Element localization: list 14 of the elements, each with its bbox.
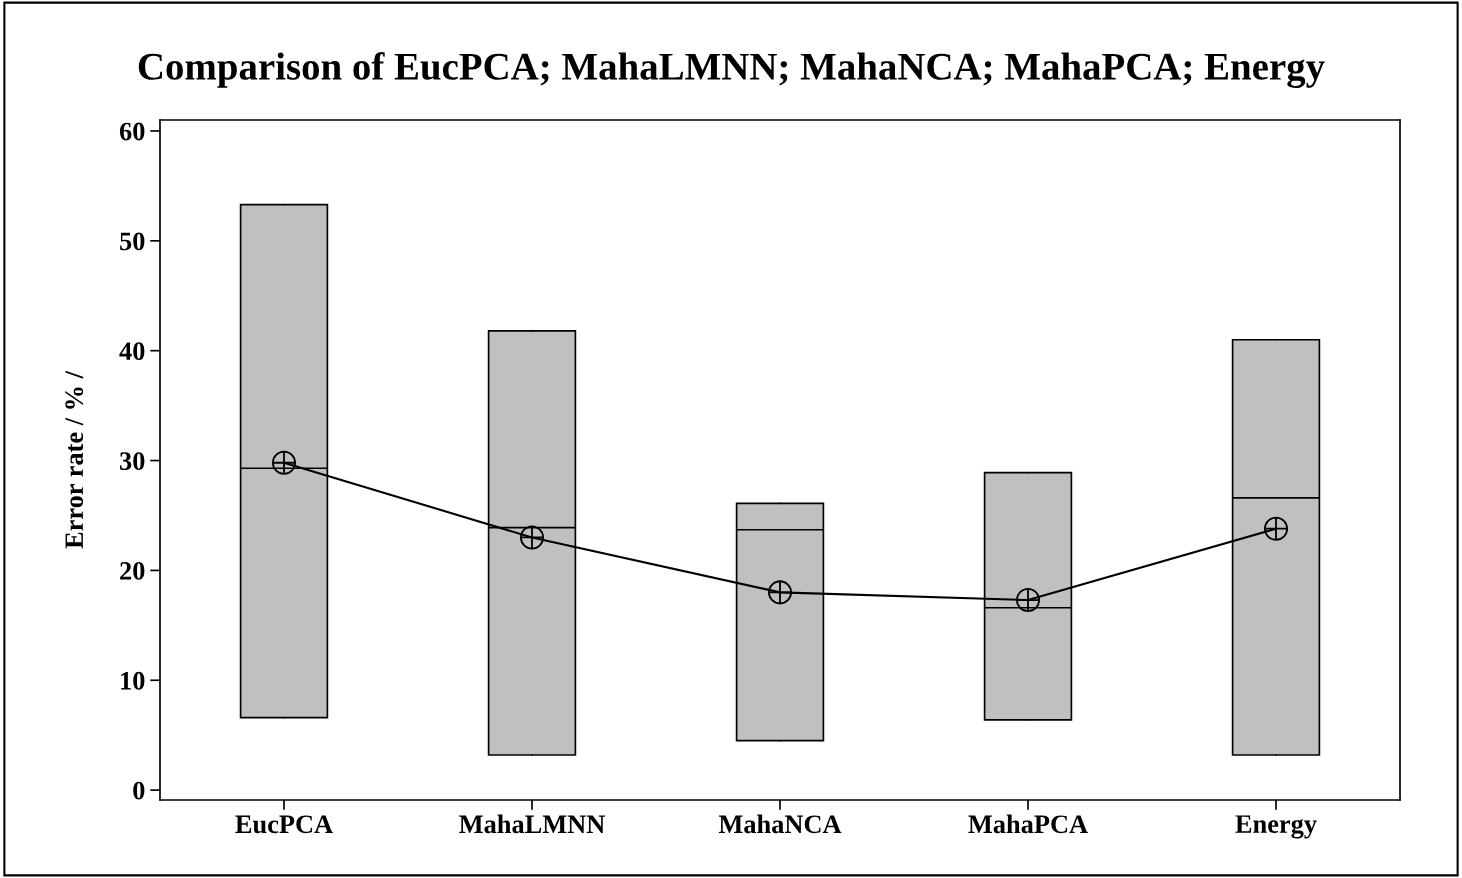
- x-tick-label: MahaNCA: [718, 814, 842, 834]
- y-tick-label: 40: [119, 342, 145, 361]
- y-tick-label: 30: [120, 452, 145, 470]
- x-tick-label: MahaPCA: [968, 814, 1088, 834]
- y-tick-label: 20: [120, 562, 145, 580]
- x-tick-label: EucPCA: [235, 815, 333, 834]
- y-tick-label: 10: [121, 671, 145, 690]
- y-tick-label: 60: [119, 122, 145, 141]
- y-tick-label: 50: [120, 232, 145, 251]
- y-axis-title: Error rate / % /: [65, 370, 84, 549]
- x-tick-label: MahaLMNN: [459, 814, 605, 834]
- y-tick-label: 0: [133, 781, 145, 800]
- chart-title: Comparison of EucPCA; MahaLMNN; MahaNCA; MahaPCA; Energy: [138, 52, 1325, 88]
- x-tick-label: Energy: [1235, 815, 1317, 839]
